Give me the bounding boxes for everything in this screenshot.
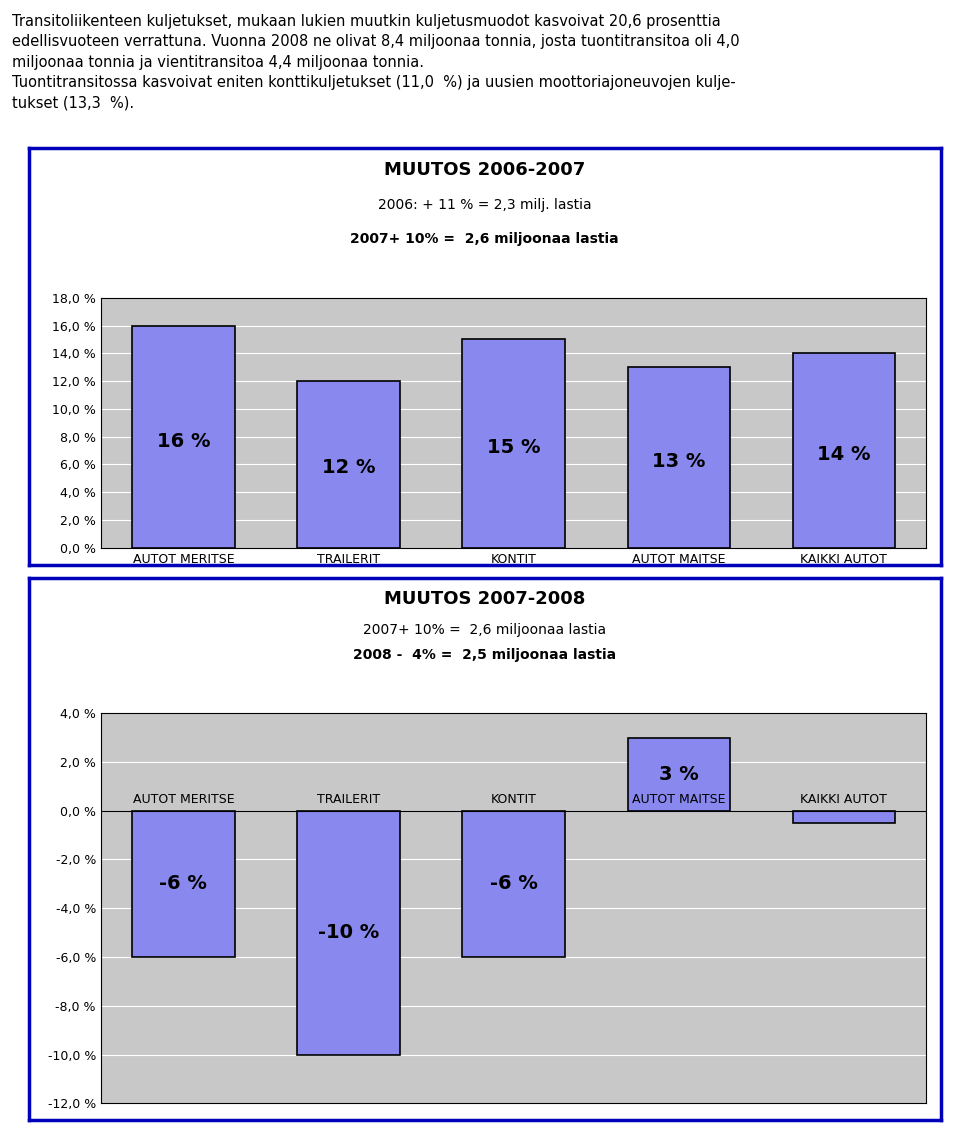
Text: AUTOT MERITSE: AUTOT MERITSE bbox=[132, 793, 234, 807]
Text: AUTOT MAITSE: AUTOT MAITSE bbox=[632, 793, 726, 807]
Bar bbox=[298, 810, 399, 1054]
Text: 14 %: 14 % bbox=[817, 445, 871, 464]
Bar bbox=[132, 810, 234, 957]
Text: -10 %: -10 % bbox=[318, 923, 379, 942]
Text: 2007+ 10% =  2,6 miljoonaa lastia: 2007+ 10% = 2,6 miljoonaa lastia bbox=[350, 232, 619, 245]
Text: 16 %: 16 % bbox=[156, 431, 210, 451]
Text: 13 %: 13 % bbox=[652, 452, 706, 470]
Bar bbox=[793, 354, 895, 548]
Text: 2008 -  4% =  2,5 miljoonaa lastia: 2008 - 4% = 2,5 miljoonaa lastia bbox=[353, 648, 616, 662]
Text: KONTIT: KONTIT bbox=[491, 793, 537, 807]
Bar bbox=[463, 340, 564, 548]
Bar bbox=[628, 367, 730, 548]
Bar bbox=[298, 381, 399, 548]
Text: KAIKKI AUTOT: KAIKKI AUTOT bbox=[801, 793, 887, 807]
Text: Tuontitransitossa kasvoivat eniten konttikuljetukset (11,0  %) ja uusien moottor: Tuontitransitossa kasvoivat eniten kontt… bbox=[12, 75, 735, 90]
Text: Transitoliikenteen kuljetukset, mukaan lukien muutkin kuljetusmuodot kasvoivat 2: Transitoliikenteen kuljetukset, mukaan l… bbox=[12, 14, 720, 29]
Text: edellisvuoteen verrattuna. Vuonna 2008 ne olivat 8,4 miljoonaa tonnia, josta tuo: edellisvuoteen verrattuna. Vuonna 2008 n… bbox=[12, 34, 739, 49]
Bar bbox=[132, 325, 234, 548]
Text: 15 %: 15 % bbox=[487, 438, 540, 458]
Text: -6 %: -6 % bbox=[159, 874, 207, 893]
Text: 2006: + 11 % = 2,3 milj. lastia: 2006: + 11 % = 2,3 milj. lastia bbox=[378, 199, 591, 212]
Text: TRAILERIT: TRAILERIT bbox=[317, 793, 380, 807]
Text: 3 %: 3 % bbox=[659, 764, 699, 784]
Bar bbox=[793, 810, 895, 823]
Text: -6 %: -6 % bbox=[490, 874, 538, 893]
Text: MUUTOS 2007-2008: MUUTOS 2007-2008 bbox=[384, 590, 586, 608]
Text: tukset (13,3  %).: tukset (13,3 %). bbox=[12, 96, 133, 111]
Text: MUUTOS 2006-2007: MUUTOS 2006-2007 bbox=[384, 161, 586, 179]
Bar bbox=[463, 810, 564, 957]
Text: 2007+ 10% =  2,6 miljoonaa lastia: 2007+ 10% = 2,6 miljoonaa lastia bbox=[363, 623, 607, 637]
Text: miljoonaa tonnia ja vientitransitoa 4,4 miljoonaa tonnia.: miljoonaa tonnia ja vientitransitoa 4,4 … bbox=[12, 55, 423, 70]
Text: 12 %: 12 % bbox=[322, 459, 375, 477]
Bar bbox=[628, 737, 730, 810]
